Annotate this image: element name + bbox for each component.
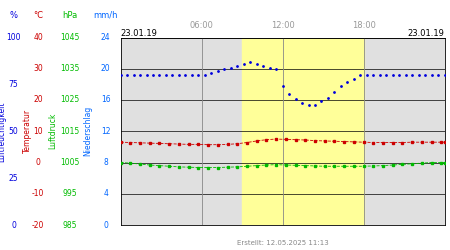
Text: 995: 995 [63,189,77,198]
Text: 1015: 1015 [60,127,79,136]
Text: Erstellt: 12.05.2025 11:13: Erstellt: 12.05.2025 11:13 [237,240,328,246]
Text: 0: 0 [104,220,108,230]
Text: 16: 16 [101,96,111,104]
Text: °C: °C [33,10,43,20]
Bar [242,38,364,225]
Text: 18:00: 18:00 [351,21,376,30]
Text: 1025: 1025 [60,96,79,104]
Text: 24: 24 [101,33,111,42]
Text: 0: 0 [11,220,16,230]
Text: 100: 100 [6,33,21,42]
Text: -10: -10 [32,189,45,198]
Text: 1005: 1005 [60,158,80,167]
Text: 25: 25 [9,174,18,182]
Text: hPa: hPa [62,10,77,20]
Text: 20: 20 [33,96,43,104]
Text: mm/h: mm/h [94,10,118,20]
Text: 50: 50 [9,127,18,136]
Text: %: % [9,10,18,20]
Text: 8: 8 [104,158,108,167]
Text: 10: 10 [33,127,43,136]
Text: -20: -20 [32,220,45,230]
Text: 20: 20 [101,64,111,73]
Text: 75: 75 [9,80,18,89]
Text: Luftdruck: Luftdruck [49,113,58,150]
Text: Luftfeuchtigkeit: Luftfeuchtigkeit [0,101,7,162]
Text: 0: 0 [36,158,40,167]
Text: 23.01.19: 23.01.19 [121,28,158,38]
Text: 30: 30 [33,64,43,73]
Text: 23.01.19: 23.01.19 [408,28,445,38]
Text: 06:00: 06:00 [189,21,214,30]
Text: Niederschlag: Niederschlag [84,106,93,156]
Text: 1045: 1045 [60,33,80,42]
Text: Temperatur: Temperatur [22,109,32,153]
Text: 12:00: 12:00 [271,21,294,30]
Text: 1035: 1035 [60,64,80,73]
Text: 985: 985 [63,220,77,230]
Text: 12: 12 [101,127,111,136]
Text: 40: 40 [33,33,43,42]
Text: 4: 4 [104,189,108,198]
